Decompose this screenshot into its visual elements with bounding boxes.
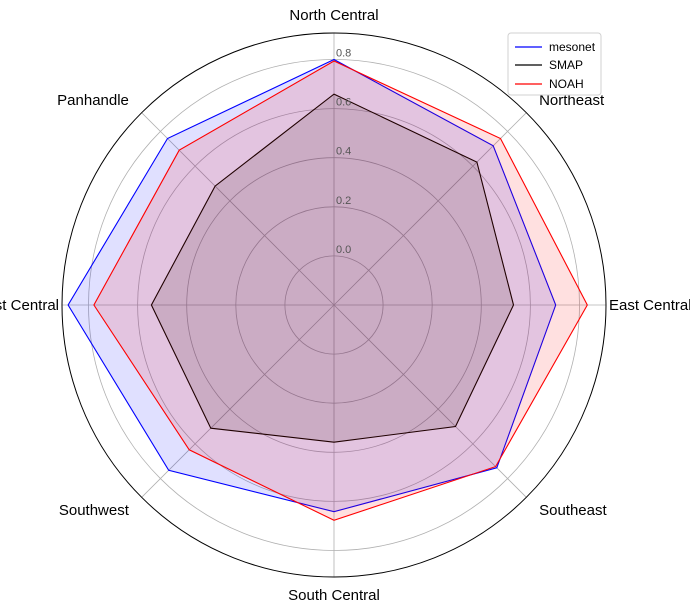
r-tick-label: 0.4 <box>336 146 351 158</box>
legend-label-mesonet: mesonet <box>549 40 596 54</box>
grid-circle <box>137 108 531 502</box>
r-tick-label: 0.0 <box>336 244 351 256</box>
legend: mesonet SMAP NOAH <box>507 32 602 96</box>
r-tick-label: 0.2 <box>336 195 351 207</box>
legend-label-noah: NOAH <box>549 77 584 91</box>
grid-circle <box>186 157 482 453</box>
grid-circle <box>235 206 433 404</box>
series-smap <box>150 93 515 443</box>
r-tick-label: 0.8 <box>336 48 351 60</box>
label-layer: 0.0 0.2 0.4 0.6 0.8 North Central Northeast Eas… <box>0 7 690 604</box>
category-label-southeast: Southeast <box>539 502 607 519</box>
spoke-southwest <box>141 304 335 498</box>
grid-layer <box>61 32 607 578</box>
spoke-northeast <box>333 112 527 306</box>
category-label-northeast: Northeast <box>539 92 605 109</box>
series-layer <box>67 58 588 521</box>
outer-frame <box>61 32 607 578</box>
grid-circle <box>284 255 384 355</box>
category-label-east-central: East Central <box>609 297 690 314</box>
spoke-panhandle <box>141 112 335 306</box>
category-label-panhandle: Panhandle <box>57 92 129 109</box>
category-label-southwest: Southwest <box>59 502 130 519</box>
category-label-west-central: West Central <box>0 297 59 314</box>
category-label-north-central: North Central <box>289 7 378 24</box>
legend-label-smap: SMAP <box>549 58 583 72</box>
category-label-south-central: South Central <box>288 587 380 604</box>
series-noah <box>93 60 588 521</box>
spoke-southeast <box>333 304 527 498</box>
r-tick-label: 0.6 <box>336 97 351 109</box>
legend-box <box>507 32 602 96</box>
series-mesonet <box>67 58 557 513</box>
